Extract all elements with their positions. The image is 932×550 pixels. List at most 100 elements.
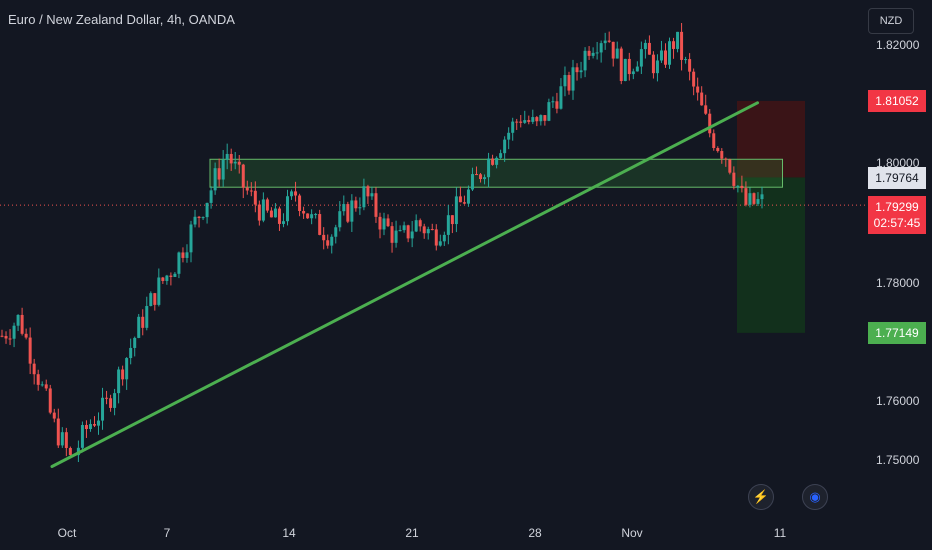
candle-body xyxy=(611,41,615,59)
candle-body xyxy=(615,48,619,59)
candle-body xyxy=(193,216,197,225)
candle-body xyxy=(378,216,382,230)
candle-body xyxy=(651,54,655,74)
candle-body xyxy=(0,335,4,337)
candle-body xyxy=(410,231,414,239)
candle-body xyxy=(52,412,56,419)
x-tick-label: 14 xyxy=(282,526,296,540)
candle-body xyxy=(233,161,237,164)
candle-body xyxy=(700,92,704,106)
candle-body xyxy=(281,221,285,224)
candle-body xyxy=(446,215,450,235)
candle-body xyxy=(732,172,736,186)
candle-body xyxy=(551,101,555,103)
globe-icon[interactable]: ◉ xyxy=(802,484,828,510)
candle-body xyxy=(113,393,117,408)
candle-body xyxy=(28,337,32,364)
candle-body xyxy=(358,207,362,209)
candle-body xyxy=(591,52,595,56)
lightning-icon[interactable]: ⚡ xyxy=(748,484,774,510)
candle-body xyxy=(631,71,635,75)
candle-body xyxy=(205,202,209,218)
candle-body xyxy=(426,229,430,234)
candle-body xyxy=(672,41,676,49)
candle-body xyxy=(599,43,603,53)
candle-body xyxy=(153,293,157,305)
current-price-value: 1.79299 xyxy=(875,200,919,214)
candle-body xyxy=(137,316,141,338)
candle-body xyxy=(290,191,294,197)
candle-body xyxy=(499,153,503,158)
candle-body xyxy=(668,41,672,65)
candle-body xyxy=(462,202,466,204)
target-zone xyxy=(737,177,805,333)
stop-zone xyxy=(737,100,805,178)
candle-body xyxy=(121,369,125,380)
candle-body xyxy=(587,50,591,56)
candle-body xyxy=(80,425,84,448)
candle-body xyxy=(495,157,499,165)
candle-body xyxy=(470,174,474,190)
candle-body xyxy=(330,236,334,246)
candle-body xyxy=(418,220,422,227)
candle-body xyxy=(728,159,732,173)
y-tick-label: 1.75000 xyxy=(876,453,920,467)
candle-body xyxy=(627,58,631,75)
candle-body xyxy=(559,86,563,109)
candle-body xyxy=(177,252,181,274)
candle-body xyxy=(105,397,109,399)
candle-body xyxy=(241,164,245,188)
candle-body xyxy=(422,226,426,234)
candle-body xyxy=(44,384,48,389)
candle-body xyxy=(635,66,639,72)
candle-body xyxy=(454,196,458,225)
candle-body xyxy=(716,148,720,152)
candle-body xyxy=(647,42,651,55)
candle-body xyxy=(56,418,60,446)
candle-body xyxy=(84,425,88,429)
candle-body xyxy=(623,58,627,82)
candle-body xyxy=(169,275,173,277)
x-tick-label: Nov xyxy=(621,526,643,540)
candle-body xyxy=(659,50,663,61)
candle-body xyxy=(442,234,446,242)
candle-body xyxy=(458,196,462,203)
candle-body xyxy=(125,358,129,380)
candle-body xyxy=(334,227,338,237)
candle-body xyxy=(696,86,700,93)
candle-body xyxy=(487,158,491,178)
candle-body xyxy=(245,187,249,191)
candle-body xyxy=(430,229,434,231)
x-tick-label: 7 xyxy=(163,526,171,540)
entry-price-tag: 1.79764 xyxy=(868,167,926,189)
target-price-tag: 1.77149 xyxy=(868,322,926,344)
candle-body xyxy=(32,363,36,375)
candle-body xyxy=(141,316,145,328)
candle-body xyxy=(342,204,346,212)
candle-body xyxy=(221,159,225,180)
candle-body xyxy=(390,226,394,243)
candle-body xyxy=(655,60,659,74)
candle-body xyxy=(748,193,752,205)
candle-body xyxy=(386,218,390,227)
candle-body xyxy=(173,273,177,277)
candle-body xyxy=(414,220,418,232)
candle-body xyxy=(101,397,105,421)
candle-body xyxy=(603,40,607,44)
candle-body xyxy=(756,199,760,204)
candle-body xyxy=(60,432,64,446)
candle-body xyxy=(209,190,213,203)
candle-body xyxy=(398,230,402,232)
candle-body xyxy=(273,208,277,218)
candle-body xyxy=(157,277,161,305)
candle-body xyxy=(185,252,189,258)
candle-body xyxy=(402,225,406,231)
candle-body xyxy=(8,338,12,340)
candle-body xyxy=(346,204,350,222)
y-tick-label: 1.76000 xyxy=(876,394,920,408)
currency-button[interactable]: NZD xyxy=(868,8,914,34)
stop-price-tag: 1.81052 xyxy=(868,90,926,112)
candle-body xyxy=(663,50,667,65)
candle-body xyxy=(515,121,519,123)
